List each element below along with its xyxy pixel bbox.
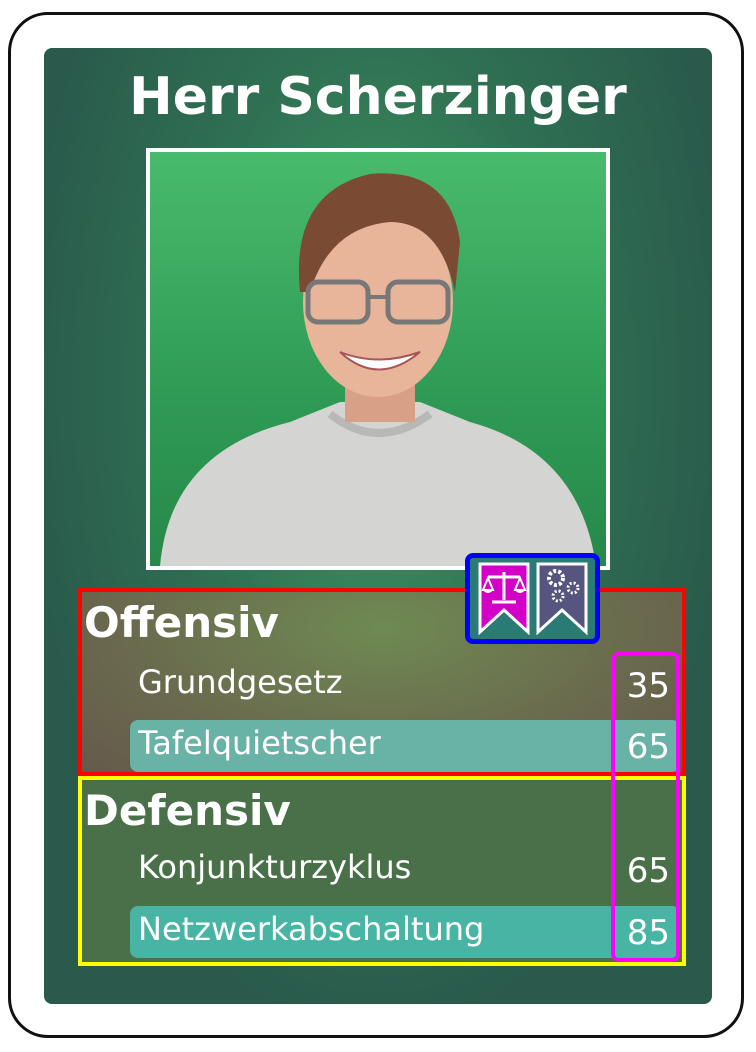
stat-highlight-bar <box>130 720 680 772</box>
badge-group <box>465 553 600 644</box>
offensive-heading: Offensiv <box>84 598 279 647</box>
stat-value: 85 <box>626 913 670 953</box>
stat-highlight-bar <box>130 906 680 958</box>
gears-icon <box>536 562 588 636</box>
stat-label[interactable]: Konjunkturzyklus <box>138 848 412 886</box>
character-portrait <box>146 148 610 570</box>
stat-label[interactable]: Tafelquietscher <box>138 724 381 762</box>
values-column-highlight <box>611 652 680 962</box>
stat-value: 65 <box>626 727 670 767</box>
stat-label[interactable]: Netzwerkabschaltung <box>138 910 485 948</box>
scales-icon <box>478 562 530 636</box>
stat-value: 65 <box>626 851 670 891</box>
card-title: Herr Scherzinger <box>129 67 627 127</box>
stat-value: 35 <box>626 666 670 706</box>
defensive-heading: Defensiv <box>84 786 291 835</box>
stat-label[interactable]: Grundgesetz <box>138 663 343 701</box>
